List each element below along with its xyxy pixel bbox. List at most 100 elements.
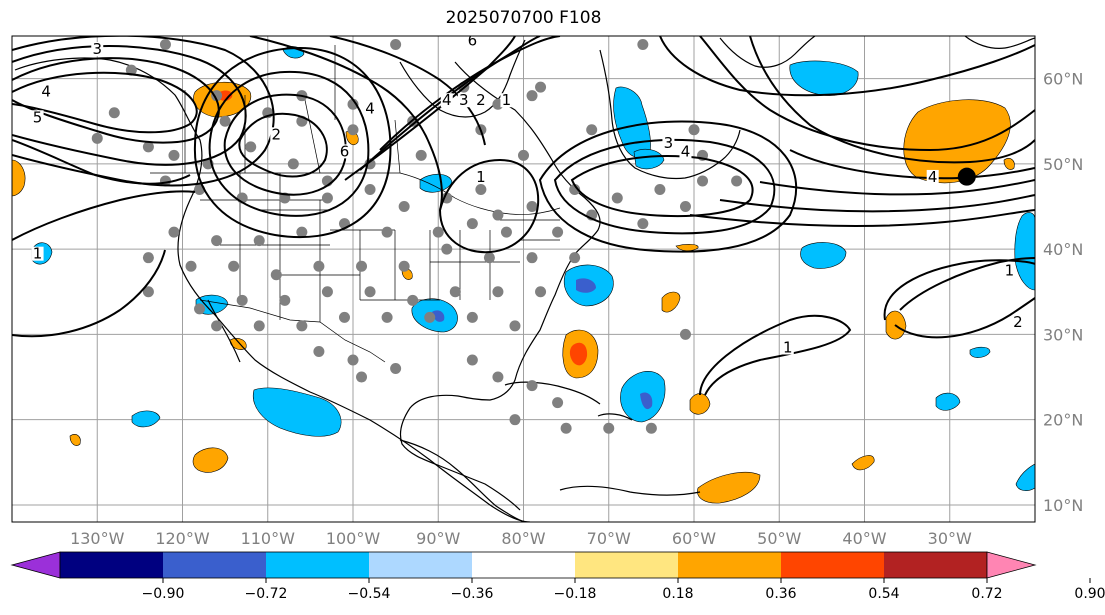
colorbar-tick-label: 0.36 <box>765 586 796 602</box>
contour-atlantic-upper-6 <box>689 209 1035 227</box>
station-dot <box>449 286 461 298</box>
latitude-label: 10°N <box>1043 496 1083 515</box>
contour-label: 1 <box>33 245 43 263</box>
station-dot <box>518 149 529 161</box>
contour-label: 1 <box>1005 262 1015 280</box>
contour-label-bg <box>1003 263 1016 278</box>
station-dot <box>424 311 436 323</box>
station-dot <box>586 124 598 136</box>
contour-label-bg <box>1011 314 1024 329</box>
map-frame <box>11 35 1036 523</box>
contour-atlantic-low-3 <box>883 259 1035 321</box>
cool-anomaly-atlantic-se <box>935 392 961 411</box>
colorbar-tick-label: −0.18 <box>554 586 597 602</box>
station-dot <box>679 201 691 213</box>
contour-label: 6 <box>340 142 350 160</box>
station-dot <box>731 175 743 187</box>
contour-label: 3 <box>92 40 102 58</box>
contour-trough-1 <box>249 36 443 211</box>
station-dot <box>168 226 180 238</box>
warm-anomaly-small-4 <box>689 393 711 415</box>
colorbar-segment <box>163 552 266 578</box>
contour-pacific-2 <box>12 249 166 338</box>
warm-anomaly-west-edge <box>12 159 26 197</box>
station-dot <box>637 39 649 51</box>
station-dot <box>211 320 223 332</box>
station-dot <box>475 183 487 195</box>
longitude-label: 50°W <box>757 529 801 548</box>
contour-atlantic-upper-2 <box>749 36 1035 164</box>
station-dot <box>211 90 223 102</box>
station-dot <box>287 158 299 170</box>
station-dot <box>697 175 709 187</box>
latitude-label: 30°N <box>1043 325 1083 344</box>
station-dot <box>347 354 359 366</box>
contour-atlantic-upper-5 <box>719 194 1035 213</box>
station-dot <box>398 260 410 272</box>
latitude-label: 50°N <box>1043 155 1083 174</box>
colorbar-segment <box>369 552 472 578</box>
greenland-south <box>719 36 816 68</box>
contour-atlantic-upper-7 <box>659 36 1035 97</box>
contour-label-bg <box>364 101 377 116</box>
contour-label-bg <box>31 110 44 125</box>
colorbar-segment <box>781 552 884 578</box>
station-dot <box>492 371 504 383</box>
cool-anomaly-caribbean-core <box>640 392 653 410</box>
central-america <box>399 439 526 522</box>
contour-label: 6 <box>468 32 478 50</box>
colorbar: −0.90 −0.72 −0.54 −0.36 −0.18 0.18 0.36 0.54 0.7… <box>10 551 1105 602</box>
cool-anomaly-labrador-south <box>633 148 665 170</box>
contour-label: 4 <box>41 83 51 101</box>
station-dot <box>390 39 402 51</box>
north-america-east-coast <box>399 61 601 511</box>
station-dot <box>253 320 265 332</box>
station-dot <box>441 243 453 255</box>
cool-anomaly-pacific-sw <box>131 410 161 428</box>
contour-east-closed-1 <box>570 155 754 218</box>
colorbar-extend-high <box>986 551 1037 579</box>
station-dot <box>338 311 350 323</box>
colorbar-extend-low <box>10 551 61 579</box>
station-dot <box>552 397 564 409</box>
contour-label: 3 <box>664 134 674 152</box>
warm-anomaly-caribbean-east <box>697 472 761 504</box>
contour-low-central-1 <box>238 112 328 178</box>
contour-label-bg <box>679 144 692 159</box>
station-dot <box>313 260 325 272</box>
greenland-east <box>964 36 1035 49</box>
station-dot <box>688 124 700 136</box>
longitude-label: 60°W <box>672 529 716 548</box>
contour-atlantic-upper-4 <box>759 179 1035 196</box>
station-dot <box>279 294 291 306</box>
station-dot <box>509 320 521 332</box>
station-dot <box>535 286 547 298</box>
colorbar-tick-label: 0.90 <box>1074 586 1105 602</box>
station-dot <box>500 226 512 238</box>
station-dot <box>321 286 333 298</box>
south-america-north <box>559 485 701 496</box>
station-dot <box>569 252 581 264</box>
station-dot <box>552 226 564 238</box>
contour-greatlakes-loop <box>439 158 540 254</box>
contour-label: 2 <box>1013 313 1023 331</box>
contour-label: 4 <box>365 100 375 118</box>
station-dot <box>611 192 623 204</box>
contour-label-bg <box>500 93 513 108</box>
station-dot <box>415 149 427 161</box>
station-dot <box>398 201 410 213</box>
contour-label-bg <box>270 127 283 142</box>
cool-anomaly-atlantic-east-mid <box>1014 212 1035 291</box>
station-dot <box>603 422 615 434</box>
colorbar-tick-label: −0.90 <box>142 586 185 602</box>
longitude-label: 70°W <box>587 529 631 548</box>
contour-label: 1 <box>502 91 512 109</box>
longitude-label: 100°W <box>326 529 381 548</box>
contour-label: 5 <box>33 108 43 126</box>
station-dot <box>645 422 657 434</box>
latitude-label: 20°N <box>1043 411 1083 430</box>
station-dot <box>219 115 231 127</box>
warm-anomaly-small-2 <box>675 244 699 252</box>
